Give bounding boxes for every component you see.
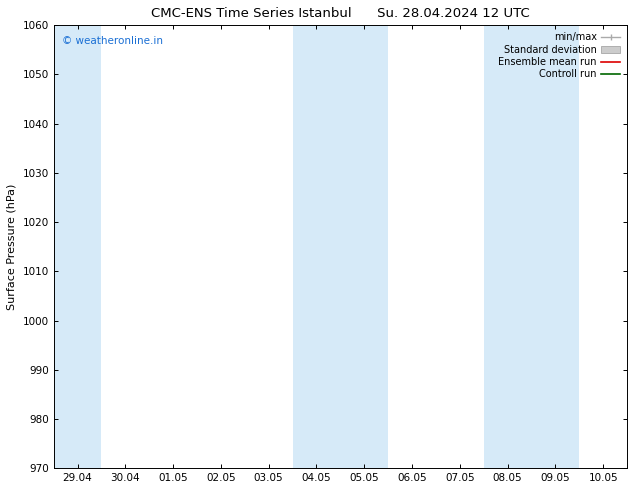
Text: © weatheronline.in: © weatheronline.in: [62, 36, 163, 47]
Bar: [292, 25, 388, 468]
Title: CMC-ENS Time Series Istanbul      Su. 28.04.2024 12 UTC: CMC-ENS Time Series Istanbul Su. 28.04.2…: [151, 7, 530, 20]
Legend: min/max, Standard deviation, Ensemble mean run, Controll run: min/max, Standard deviation, Ensemble me…: [496, 30, 622, 81]
Bar: [484, 25, 579, 468]
Y-axis label: Surface Pressure (hPa): Surface Pressure (hPa): [7, 184, 17, 310]
Bar: [54, 25, 101, 468]
